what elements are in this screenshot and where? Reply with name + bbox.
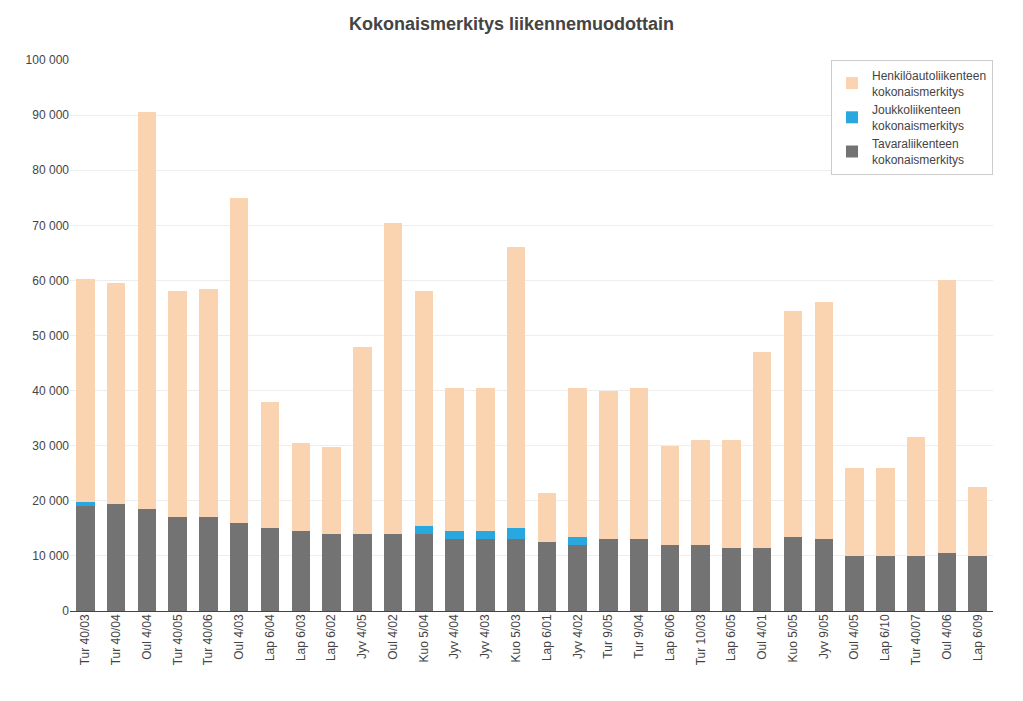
- svg-text:Kuo 5/05: Kuo 5/05: [786, 614, 800, 662]
- svg-text:Jyv 4/03: Jyv 4/03: [478, 614, 492, 659]
- svg-text:Jyv 4/05: Jyv 4/05: [355, 614, 369, 659]
- svg-text:Tavaraliikenteenkokonaismerkit: Tavaraliikenteenkokonaismerkitys: [872, 137, 964, 167]
- svg-text:50 000: 50 000: [32, 329, 69, 343]
- svg-text:80 000: 80 000: [32, 163, 69, 177]
- svg-text:Lap 6/02: Lap 6/02: [324, 614, 338, 661]
- svg-text:Oul 4/06: Oul 4/06: [940, 614, 954, 660]
- svg-text:70 000: 70 000: [32, 219, 69, 233]
- svg-text:Tur 9/05: Tur 9/05: [601, 614, 615, 659]
- svg-text:Kuo 5/03: Kuo 5/03: [509, 614, 523, 662]
- svg-text:Tur 40/06: Tur 40/06: [201, 614, 215, 665]
- svg-text:20 000: 20 000: [32, 494, 69, 508]
- svg-text:Tur 10/03: Tur 10/03: [694, 614, 708, 665]
- svg-text:Oul 4/02: Oul 4/02: [386, 614, 400, 660]
- svg-text:Tur 40/04: Tur 40/04: [109, 614, 123, 665]
- svg-text:90 000: 90 000: [32, 108, 69, 122]
- svg-text:Lap 6/01: Lap 6/01: [540, 614, 554, 661]
- svg-text:Jyv 9/05: Jyv 9/05: [817, 614, 831, 659]
- svg-text:Lap 6/09: Lap 6/09: [971, 614, 985, 661]
- svg-text:Kokonaismerkitys liikennemuodo: Kokonaismerkitys liikennemuodottain: [349, 14, 674, 34]
- svg-text:Lap 6/05: Lap 6/05: [724, 614, 738, 661]
- svg-text:0: 0: [62, 604, 69, 618]
- svg-text:Oul 4/01: Oul 4/01: [755, 614, 769, 660]
- svg-text:Tur 40/05: Tur 40/05: [171, 614, 185, 665]
- svg-text:Oul 4/04: Oul 4/04: [140, 614, 154, 660]
- svg-text:10 000: 10 000: [32, 549, 69, 563]
- svg-text:Jyv 4/02: Jyv 4/02: [571, 614, 585, 659]
- svg-text:Tur 40/07: Tur 40/07: [909, 614, 923, 665]
- svg-text:Joukkoliikenteenkokonaismerkit: Joukkoliikenteenkokonaismerkitys: [872, 103, 964, 133]
- svg-text:60 000: 60 000: [32, 274, 69, 288]
- svg-text:Tur 9/04: Tur 9/04: [632, 614, 646, 659]
- svg-text:Lap 6/03: Lap 6/03: [294, 614, 308, 661]
- svg-text:30 000: 30 000: [32, 439, 69, 453]
- svg-text:Kuo 5/04: Kuo 5/04: [417, 614, 431, 662]
- svg-text:Henkilöautoliikenteenkokonaism: Henkilöautoliikenteenkokonaismerkitys: [872, 69, 986, 99]
- svg-text:100 000: 100 000: [26, 53, 70, 67]
- svg-text:Oul 4/05: Oul 4/05: [847, 614, 861, 660]
- svg-text:Lap 6/10: Lap 6/10: [878, 614, 892, 661]
- svg-text:Lap 6/04: Lap 6/04: [263, 614, 277, 661]
- svg-text:40 000: 40 000: [32, 384, 69, 398]
- svg-text:Jyv 4/04: Jyv 4/04: [447, 614, 461, 659]
- svg-text:Oul 4/03: Oul 4/03: [232, 614, 246, 660]
- svg-text:Tur 40/03: Tur 40/03: [78, 614, 92, 665]
- svg-text:Lap 6/06: Lap 6/06: [663, 614, 677, 661]
